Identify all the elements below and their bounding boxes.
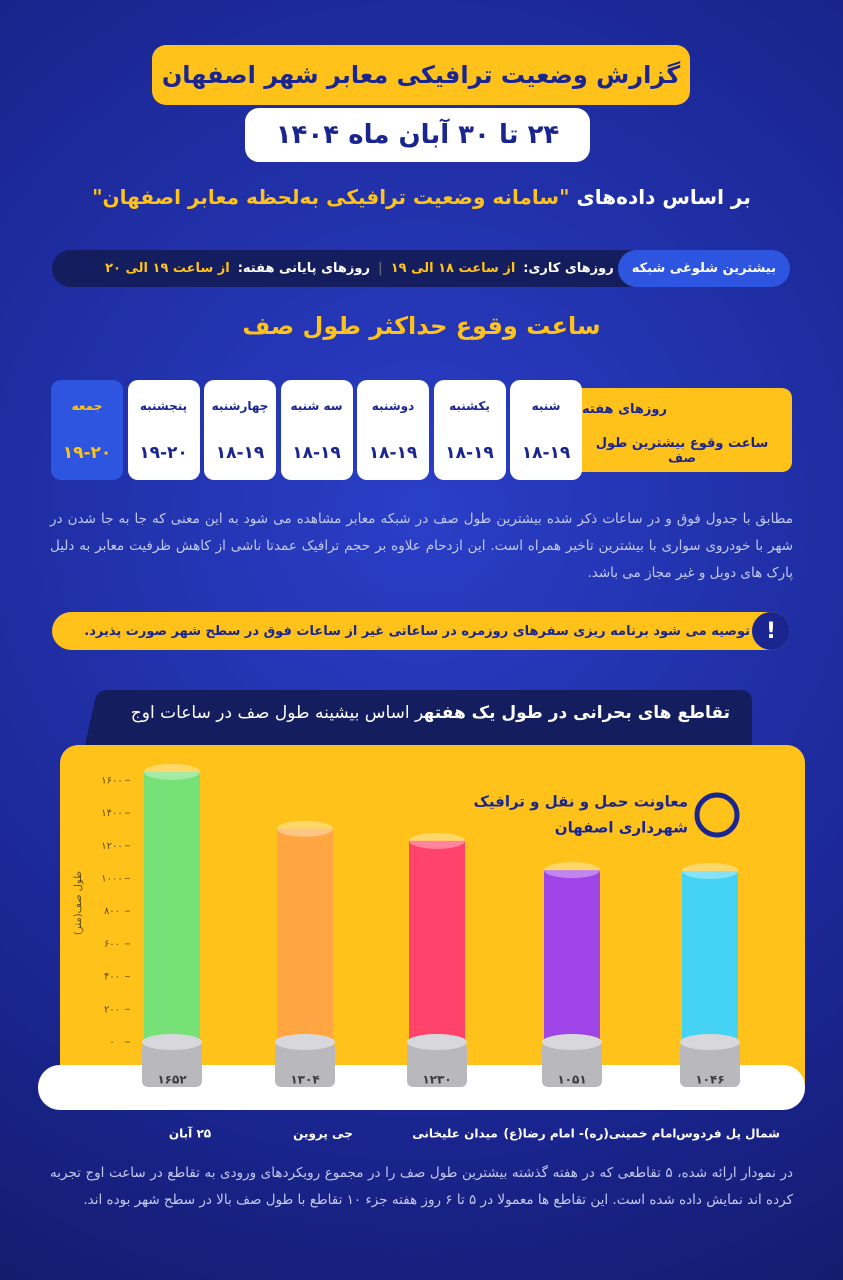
note: مطابق با جدول فوق و در ساعات ذکر شده بیش…	[50, 511, 793, 581]
bar-cap	[682, 862, 738, 879]
chart-title: تقاطع های بحرانی در طول یک هفتهبر اساس ب…	[131, 703, 730, 723]
y-tick-label: ۸۰۰	[104, 906, 120, 917]
advice-icon: !	[752, 612, 790, 650]
day-cell	[51, 380, 123, 480]
bar	[277, 828, 333, 1052]
hour-value: ۱۹-۲۰	[62, 443, 112, 463]
x-tick-label: شمال پل فردوس	[676, 1127, 780, 1142]
pedestal	[407, 1042, 467, 1087]
hour-value: ۱۸-۱۹	[215, 443, 265, 463]
x-tick-label: میدان علیخانی	[412, 1127, 498, 1141]
title-tab	[85, 690, 752, 745]
logo-mark	[694, 792, 740, 838]
pedestal	[542, 1042, 602, 1087]
day-name: یکشنبه	[449, 399, 490, 413]
pedestal	[680, 1042, 740, 1087]
day-cell	[204, 380, 276, 480]
pedestal-top	[542, 1034, 602, 1050]
peak-bar: بیشترین شلوغی شبکه روزهای کاری: از ساعت ۱…	[52, 250, 790, 287]
pedestal-top	[680, 1034, 740, 1050]
y-tick-label: ۱۴۰۰	[101, 808, 122, 819]
day-name: جمعه	[71, 399, 103, 413]
day-name: پنجشنبه	[139, 399, 188, 413]
logo-line2: شهرداری اصفهان	[555, 819, 688, 837]
pedestal-top	[275, 1034, 335, 1050]
day-cell	[280, 380, 353, 480]
y-axis-label: طول صف(متر)	[73, 871, 84, 935]
row-header: ساعت وقوع بیشترین طول صف	[595, 436, 769, 466]
peak-weekday-label: روزهای کاری:	[523, 261, 614, 276]
y-tick-label: ۱۶۰۰	[101, 775, 122, 786]
report-title: گزارش وضعیت ترافیکی معابر شهر اصفهان	[152, 45, 690, 105]
pedestal	[142, 1042, 202, 1087]
separator: |	[377, 261, 383, 276]
day-name: دوشنبه	[371, 399, 415, 413]
report-date: ۲۴ تا ۳۰ آبان ماه ۱۴۰۴	[245, 108, 590, 162]
day-cell	[127, 380, 200, 480]
day-name: سه شنبه	[290, 399, 343, 413]
peak-weekend-value: از ساعت ۱۹ الی ۲۰	[105, 261, 230, 276]
y-tick-label: ۰	[109, 1037, 114, 1048]
chart: تقاطع های بحرانی در طول یک هفتهبر اساس ب…	[38, 690, 805, 1142]
pedestal	[275, 1042, 335, 1087]
peak-label: بیشترین شلوغی شبکه	[617, 250, 790, 287]
source: بر اساس داده‌های "سامانه وضعیت ترافیکی ب…	[40, 185, 803, 209]
source-lead: بر اساس داده‌های	[576, 185, 751, 209]
bar-cap	[277, 820, 333, 837]
row-header: روزهای هفته	[582, 401, 667, 417]
chart-subtitle: بر اساس بیشینه طول صف در ساعات اوج	[131, 703, 431, 723]
value-label: ۱۰۵۱	[557, 1073, 586, 1087]
day-name: شنبه	[531, 399, 561, 413]
hour-value: ۱۸-۱۹	[368, 443, 418, 463]
bar	[682, 870, 738, 1052]
advice: ! توصیه می شود برنامه ریزی سفرهای روزمره…	[52, 612, 790, 650]
value-label: ۱۶۵۲	[157, 1073, 187, 1087]
bar-cap	[544, 862, 600, 879]
day-name: چهارشنبه	[211, 399, 269, 413]
footer-note: در نمودار ارائه شده، ۵ تقاطعی که در هفته…	[50, 1165, 794, 1208]
y-tick-label: ۱۰۰۰	[101, 873, 122, 884]
hour-value: ۱۸-۱۹	[521, 443, 571, 463]
y-tick-label: ۱۲۰۰	[101, 841, 122, 852]
bar-cap	[409, 832, 465, 849]
row-header-bg	[572, 388, 792, 472]
x-tick-label: ۲۵ آبان	[169, 1126, 211, 1141]
chart-title-main: تقاطع های بحرانی در طول یک هفته	[423, 703, 730, 723]
hour-value: ۱۹-۲۰	[139, 443, 188, 463]
x-tick-label: امام خمینی(ره)- امام رضا(ع)	[504, 1127, 677, 1142]
value-label: ۱۳۰۴	[290, 1073, 319, 1087]
bar	[144, 771, 200, 1052]
table: روزهای هفته ساعت وقوع بیشترین طول صف شنبه ۱…	[51, 380, 792, 480]
advice-text: توصیه می شود برنامه ریزی سفرهای روزمره د…	[84, 623, 750, 639]
table-title: ساعت وقوع حداکثر طول صف	[242, 312, 601, 340]
peak-weekday-value: از ساعت ۱۸ الی ۱۹	[390, 261, 516, 276]
day-cell	[357, 380, 429, 480]
y-tick-label: ۲۰۰	[104, 1004, 120, 1015]
bar	[544, 870, 600, 1052]
bar	[409, 840, 465, 1052]
logo-line1: معاونت حمل و نقل و ترافیک	[474, 793, 688, 811]
source-name: "سامانه وضعیت ترافیکی به‌لحظه معابر اصفه…	[92, 185, 570, 209]
hour-value: ۱۸-۱۹	[445, 443, 494, 463]
day-cell	[433, 380, 506, 480]
peak-weekend-label: روزهای پایانی هفته:	[237, 261, 370, 276]
bar-cap	[144, 763, 200, 780]
y-tick-label: ۴۰۰	[104, 972, 120, 983]
pedestal-top	[142, 1034, 202, 1050]
x-tick-label: جی پروین	[293, 1127, 353, 1142]
hour-value: ۱۸-۱۹	[292, 443, 341, 463]
pedestal-top	[407, 1034, 467, 1050]
value-label: ۱۰۴۶	[695, 1073, 724, 1087]
day-cell	[510, 380, 582, 480]
base-strip	[38, 1065, 805, 1110]
y-tick-label: ۶۰۰	[104, 939, 120, 950]
value-label: ۱۲۳۰	[422, 1073, 451, 1087]
